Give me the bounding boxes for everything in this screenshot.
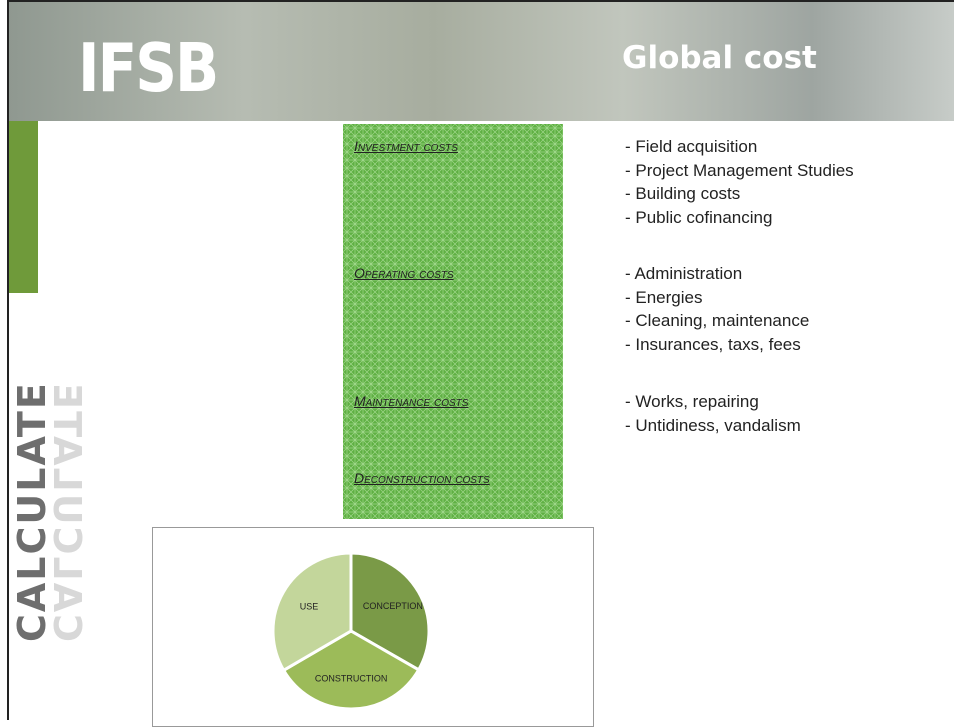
logo: IFSB	[78, 29, 217, 107]
cost-panel	[343, 124, 563, 519]
cost-item: - Untidiness, vandalism	[625, 416, 801, 436]
accent-bar	[9, 121, 38, 293]
side-label: CALCULATE	[10, 382, 54, 642]
cost-item: - Field acquisition	[625, 137, 757, 157]
cost-item: - Works, repairing	[625, 392, 759, 412]
cost-item: - Public cofinancing	[625, 208, 772, 228]
slide: {"header": {"logo": "IFSB", "title": "Gl…	[0, 0, 954, 720]
cost-item: - Building costs	[625, 184, 740, 204]
slide-title: Global cost	[622, 40, 817, 76]
cost-item: - Energies	[625, 288, 702, 308]
pie-chart: CONCEPTION CONSTRUCTION USE	[152, 527, 594, 720]
left-border	[7, 0, 9, 720]
cost-item: - Project Management Studies	[625, 161, 854, 181]
cost-category: Investment costs	[354, 133, 554, 160]
header-banner: IFSB Global cost	[8, 0, 954, 121]
slice-label: CONCEPTION	[363, 601, 423, 611]
cost-item: - Administration	[625, 264, 742, 284]
slice-label: USE	[300, 601, 319, 611]
cost-category: Operating costs	[354, 260, 554, 287]
cost-category: Deconstruction costs	[354, 465, 554, 492]
cost-item: - Cleaning, maintenance	[625, 311, 809, 331]
cost-category: Maintenance costs	[354, 388, 554, 415]
slice-label: CONSTRUCTION	[315, 674, 388, 684]
cost-item: - Insurances, taxs, fees	[625, 335, 801, 355]
